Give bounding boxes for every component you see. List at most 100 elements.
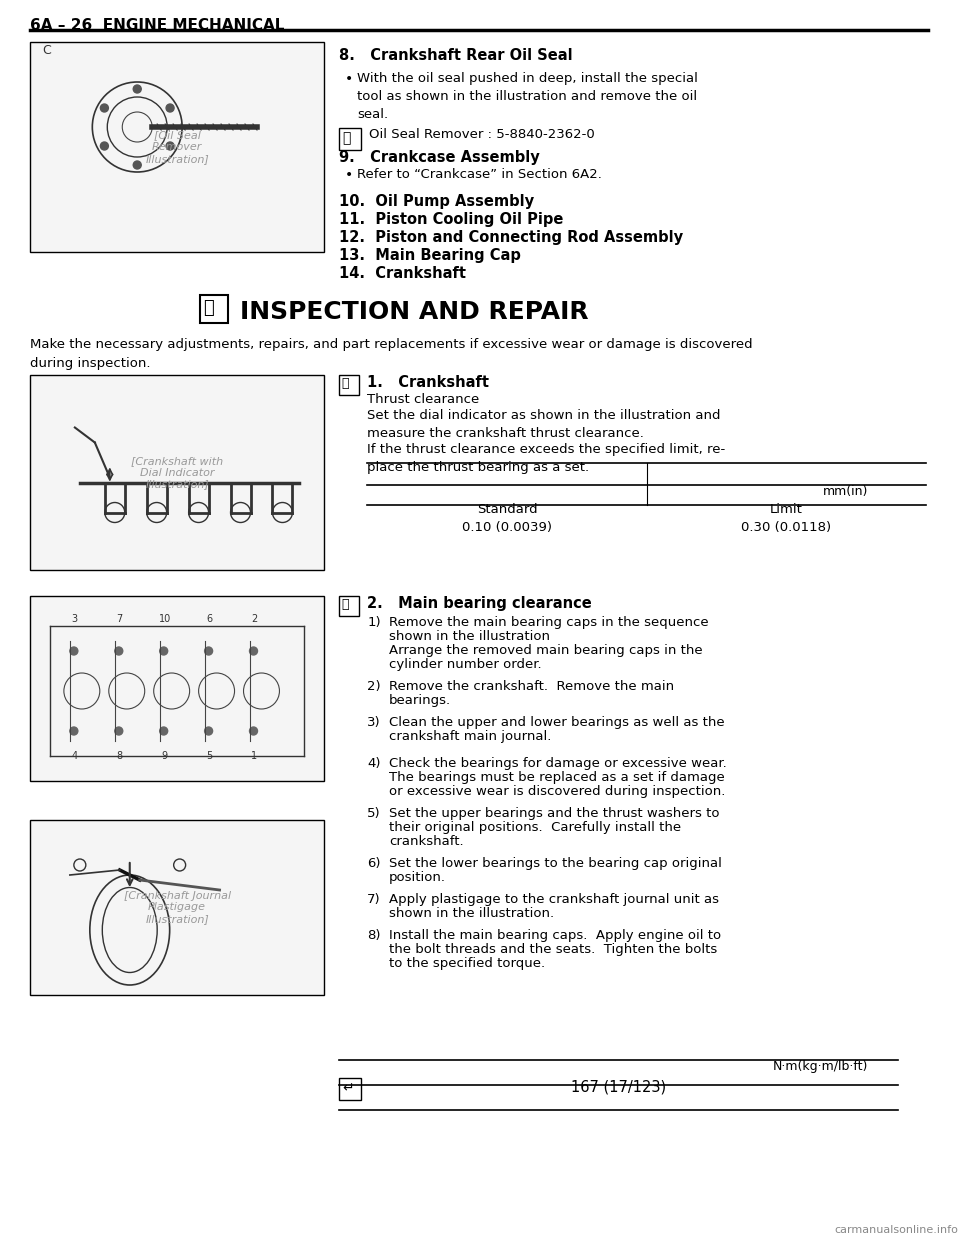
Text: 167 (17/123): 167 (17/123) <box>571 1081 666 1095</box>
Text: [Crankshaft Journal
Plastigage
Illustration]: [Crankshaft Journal Plastigage Illustrat… <box>124 891 230 924</box>
Text: 8): 8) <box>368 929 381 941</box>
Text: INSPECTION AND REPAIR: INSPECTION AND REPAIR <box>240 301 588 324</box>
Text: •: • <box>346 72 353 86</box>
Text: 5: 5 <box>206 751 213 761</box>
Text: N·m(kg·m/lb·ft): N·m(kg·m/lb·ft) <box>773 1059 868 1073</box>
Circle shape <box>159 647 168 655</box>
Text: shown in the illustration: shown in the illustration <box>389 630 550 643</box>
Text: cylinder number order.: cylinder number order. <box>389 658 541 671</box>
Text: 9.   Crankcase Assembly: 9. Crankcase Assembly <box>339 150 540 165</box>
Text: If the thrust clearance exceeds the specified limit, re-
place the thrust bearin: If the thrust clearance exceeds the spec… <box>368 443 726 474</box>
Text: 3: 3 <box>72 614 78 623</box>
Bar <box>200 296 228 323</box>
Text: Set the lower bearings to the bearing cap original: Set the lower bearings to the bearing ca… <box>389 857 722 869</box>
Text: With the oil seal pushed in deep, install the special
tool as shown in the illus: With the oil seal pushed in deep, instal… <box>357 72 698 120</box>
Text: 1.   Crankshaft: 1. Crankshaft <box>368 375 490 390</box>
Bar <box>339 128 361 150</box>
Text: Oil Seal Remover : 5-8840-2362-0: Oil Seal Remover : 5-8840-2362-0 <box>370 128 595 142</box>
Text: 3): 3) <box>368 715 381 729</box>
Text: the bolt threads and the seats.  Tighten the bolts: the bolt threads and the seats. Tighten … <box>389 943 717 956</box>
Text: 14.  Crankshaft: 14. Crankshaft <box>339 266 467 281</box>
Text: 8: 8 <box>117 751 123 761</box>
Text: or excessive wear is discovered during inspection.: or excessive wear is discovered during i… <box>389 785 726 799</box>
Text: Make the necessary adjustments, repairs, and part replacements if excessive wear: Make the necessary adjustments, repairs,… <box>30 338 753 370</box>
Text: 9: 9 <box>161 751 168 761</box>
Text: Refer to “Crankcase” in Section 6A2.: Refer to “Crankcase” in Section 6A2. <box>357 168 602 181</box>
Circle shape <box>101 104 108 112</box>
Text: C: C <box>42 43 51 57</box>
Text: 7): 7) <box>368 893 381 905</box>
Text: 8.   Crankshaft Rear Oil Seal: 8. Crankshaft Rear Oil Seal <box>339 48 573 63</box>
Text: shown in the illustration.: shown in the illustration. <box>389 907 554 920</box>
Circle shape <box>133 84 141 93</box>
Circle shape <box>250 647 257 655</box>
Circle shape <box>133 161 141 169</box>
Circle shape <box>166 104 174 112</box>
Text: bearings.: bearings. <box>389 694 451 707</box>
Text: [Crankshaft with
Dial Indicator
Illustration]: [Crankshaft with Dial Indicator Illustra… <box>132 456 224 489</box>
Bar <box>339 375 359 395</box>
Text: 0.10 (0.0039): 0.10 (0.0039) <box>462 520 552 534</box>
Text: 0.30 (0.0118): 0.30 (0.0118) <box>741 520 831 534</box>
Text: 10: 10 <box>158 614 171 623</box>
Text: Ⓡ: Ⓡ <box>204 299 214 317</box>
Text: to the specified torque.: to the specified torque. <box>389 958 545 970</box>
Circle shape <box>70 647 78 655</box>
Bar <box>339 1078 361 1100</box>
Text: •: • <box>346 168 353 183</box>
Text: Remove the main bearing caps in the sequence: Remove the main bearing caps in the sequ… <box>389 616 708 628</box>
Circle shape <box>115 727 123 735</box>
Text: mm(in): mm(in) <box>823 484 868 498</box>
Text: Arrange the removed main bearing caps in the: Arrange the removed main bearing caps in… <box>389 645 703 657</box>
Text: 5): 5) <box>368 807 381 820</box>
Text: 11.  Piston Cooling Oil Pipe: 11. Piston Cooling Oil Pipe <box>339 212 564 227</box>
Circle shape <box>70 727 78 735</box>
Text: 1: 1 <box>252 751 257 761</box>
Bar <box>30 820 324 995</box>
Text: 2: 2 <box>252 614 257 623</box>
Text: Install the main bearing caps.  Apply engine oil to: Install the main bearing caps. Apply eng… <box>389 929 721 941</box>
Text: 10.  Oil Pump Assembly: 10. Oil Pump Assembly <box>339 194 535 209</box>
Text: Ⓛ: Ⓛ <box>342 378 348 390</box>
Text: 13.  Main Bearing Cap: 13. Main Bearing Cap <box>339 248 521 263</box>
Circle shape <box>204 727 212 735</box>
Text: 2.   Main bearing clearance: 2. Main bearing clearance <box>368 596 592 611</box>
Text: [Oil Seal
Remover
Illustration]: [Oil Seal Remover Illustration] <box>145 130 209 164</box>
Text: Remove the crankshaft.  Remove the main: Remove the crankshaft. Remove the main <box>389 681 674 693</box>
Bar <box>30 375 324 570</box>
Circle shape <box>204 647 212 655</box>
Text: position.: position. <box>389 871 446 884</box>
Text: The bearings must be replaced as a set if damage: The bearings must be replaced as a set i… <box>389 771 725 784</box>
Text: crankshaft.: crankshaft. <box>389 835 464 848</box>
Circle shape <box>115 647 123 655</box>
Text: 1): 1) <box>368 616 381 628</box>
Circle shape <box>159 727 168 735</box>
Text: 6): 6) <box>368 857 381 869</box>
Text: 6: 6 <box>206 614 213 623</box>
Text: crankshaft main journal.: crankshaft main journal. <box>389 730 552 743</box>
Bar <box>30 42 324 252</box>
Text: Clean the upper and lower bearings as well as the: Clean the upper and lower bearings as we… <box>389 715 725 729</box>
Text: Limit: Limit <box>770 503 803 515</box>
Text: Set the upper bearings and the thrust washers to: Set the upper bearings and the thrust wa… <box>389 807 720 820</box>
Text: 12.  Piston and Connecting Rod Assembly: 12. Piston and Connecting Rod Assembly <box>339 230 684 245</box>
Text: Standard: Standard <box>477 503 538 515</box>
Circle shape <box>101 142 108 150</box>
Text: Set the dial indicator as shown in the illustration and
measure the crankshaft t: Set the dial indicator as shown in the i… <box>368 409 721 440</box>
Text: their original positions.  Carefully install the: their original positions. Carefully inst… <box>389 821 682 833</box>
Text: ↵: ↵ <box>343 1081 354 1095</box>
Circle shape <box>166 142 174 150</box>
Text: 4): 4) <box>368 758 381 770</box>
Text: Ⓛ: Ⓛ <box>342 597 348 611</box>
Bar <box>339 596 359 616</box>
Bar <box>30 596 324 781</box>
Circle shape <box>250 727 257 735</box>
Text: Thrust clearance: Thrust clearance <box>368 392 480 406</box>
Text: 7: 7 <box>117 614 123 623</box>
Text: 4: 4 <box>72 751 78 761</box>
Text: 2): 2) <box>368 681 381 693</box>
Text: Ⓡ: Ⓡ <box>343 130 350 145</box>
Text: Apply plastigage to the crankshaft journal unit as: Apply plastigage to the crankshaft journ… <box>389 893 719 905</box>
Text: 6A – 26  ENGINE MECHANICAL: 6A – 26 ENGINE MECHANICAL <box>30 17 284 34</box>
Text: carmanualsonline.info: carmanualsonline.info <box>834 1225 958 1235</box>
